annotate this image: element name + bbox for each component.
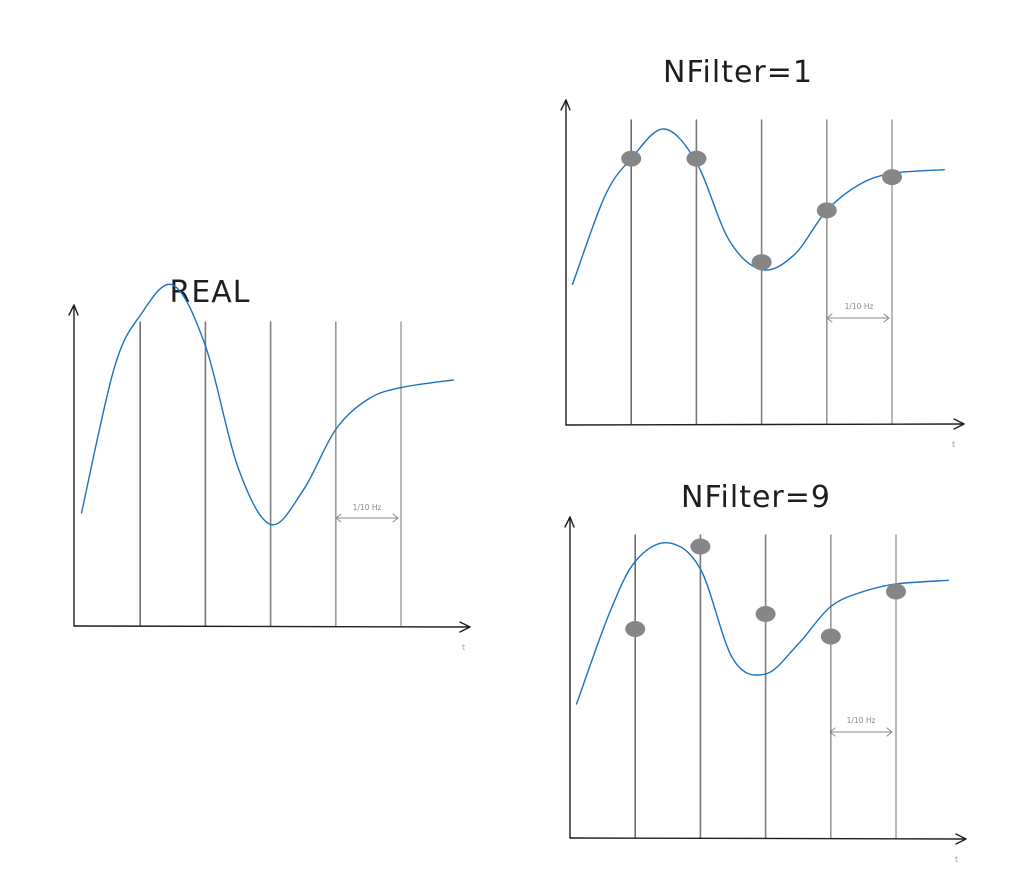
- x-axis: [565, 423, 965, 426]
- sample-lines: [630, 119, 893, 425]
- y-axis-arrow-icon: [68, 304, 79, 316]
- period-arrow-icon: [829, 727, 893, 737]
- panel-nfilter-9: NFilter=9 t 1/10 Hz: [564, 480, 967, 864]
- axes: t: [68, 304, 471, 652]
- signal-curve: [575, 542, 949, 705]
- axes: t: [560, 99, 965, 449]
- sample-point: [820, 628, 841, 645]
- period-arrow-icon: [826, 313, 890, 323]
- panel-title-nfilter-1: NFilter=1: [663, 55, 813, 90]
- panel-title-real: REAL: [169, 275, 250, 310]
- x-axis-label: t: [462, 643, 465, 652]
- sample-lines: [634, 534, 897, 839]
- period-label: 1/10 Hz: [845, 302, 874, 311]
- sample-point: [690, 538, 711, 555]
- x-axis-arrow-icon: [459, 621, 471, 633]
- panel-real: REAL t 1/10 Hz: [68, 275, 471, 652]
- period-annotation: 1/10 Hz: [335, 503, 399, 523]
- x-axis-arrow-icon: [955, 833, 967, 845]
- panel-title-nfilter-9: NFilter=9: [681, 480, 831, 515]
- period-label: 1/10 Hz: [353, 503, 382, 512]
- sample-point: [882, 169, 902, 186]
- sample-points: [625, 538, 906, 645]
- sample-point: [816, 202, 837, 219]
- period-label: 1/10 Hz: [847, 716, 876, 725]
- y-axis-arrow-icon: [560, 99, 571, 111]
- sample-lines: [139, 321, 402, 627]
- signal-curve: [571, 128, 945, 286]
- x-axis: [569, 837, 967, 840]
- period-annotation: 1/10 Hz: [829, 716, 893, 737]
- signal-curve: [80, 283, 454, 526]
- sample-point: [751, 254, 772, 271]
- sample-point: [625, 621, 646, 637]
- period-annotation: 1/10 Hz: [826, 302, 890, 323]
- y-axis-arrow-icon: [564, 516, 575, 528]
- sample-point: [886, 583, 906, 600]
- axes: t: [564, 516, 967, 864]
- period-arrow-icon: [335, 513, 399, 523]
- sample-point: [686, 150, 707, 167]
- sample-point: [755, 606, 776, 622]
- x-axis: [73, 625, 471, 628]
- x-axis-label: t: [955, 855, 958, 864]
- x-axis-label: t: [952, 440, 955, 449]
- x-axis-arrow-icon: [953, 418, 965, 430]
- panel-nfilter-1: NFilter=1 t 1/10 Hz: [560, 55, 965, 449]
- sample-point: [621, 150, 642, 167]
- sample-points: [621, 150, 902, 271]
